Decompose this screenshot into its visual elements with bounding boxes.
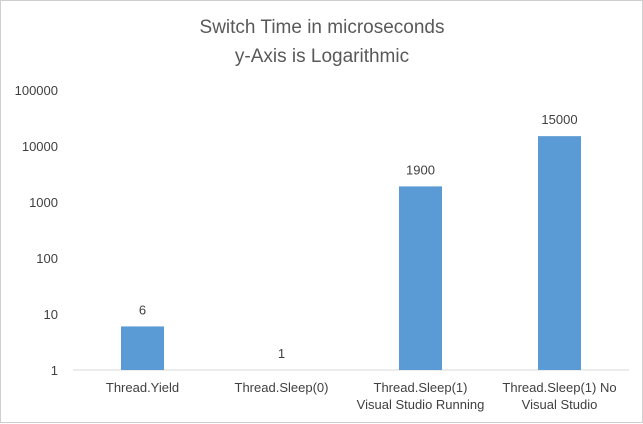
category-label: Thread.Sleep(1) [374, 380, 468, 395]
category-label: Thread.Yield [106, 380, 179, 395]
y-tick-label: 1000 [29, 195, 58, 210]
y-tick-label: 1 [51, 363, 58, 378]
bar [538, 136, 581, 370]
y-tick-label: 10 [44, 307, 58, 322]
y-axis-ticks: 1 10 100 1000 10000 100000 [15, 83, 58, 378]
category-label: Visual Studio Running [357, 397, 485, 412]
category-label: Thread.Sleep(0) [235, 380, 329, 395]
chart-title: Switch Time in microseconds y-Axis is Log… [200, 17, 445, 67]
y-tick-label: 10000 [22, 139, 58, 154]
y-tick-label: 100000 [15, 83, 58, 98]
bars [121, 136, 581, 370]
data-label: 6 [139, 302, 146, 317]
category-label: Visual Studio [522, 397, 598, 412]
category-labels: Thread.Yield Thread.Sleep(0) Thread.Sleep(… [106, 380, 617, 412]
category-label: Thread.Sleep(1) No [502, 380, 616, 395]
bar [121, 326, 164, 370]
data-label: 15000 [541, 112, 577, 127]
bar [399, 186, 442, 370]
chart-title-line-2: y-Axis is Logarithmic [235, 46, 409, 67]
chart-title-line-1: Switch Time in microseconds [200, 17, 445, 38]
data-label: 1900 [406, 162, 435, 177]
y-tick-label: 100 [36, 251, 58, 266]
data-labels: 6 1 1900 15000 [139, 112, 578, 361]
data-label: 1 [278, 346, 285, 361]
